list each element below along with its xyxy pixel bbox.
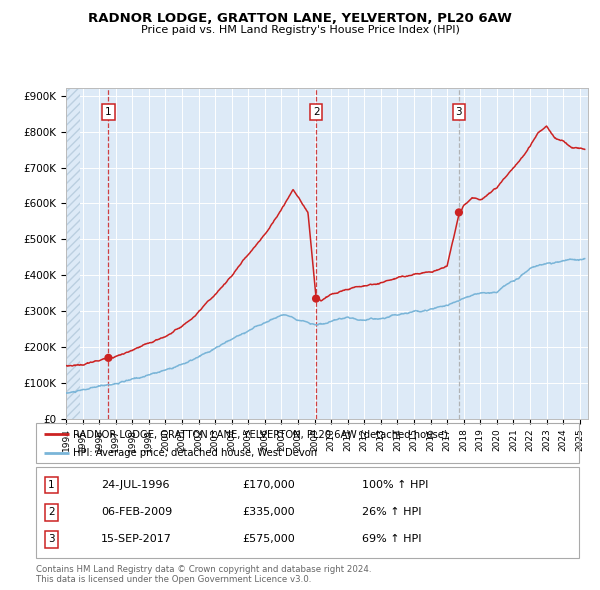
Text: 24-JUL-1996: 24-JUL-1996 <box>101 480 170 490</box>
Text: Price paid vs. HM Land Registry's House Price Index (HPI): Price paid vs. HM Land Registry's House … <box>140 25 460 35</box>
Text: RADNOR LODGE, GRATTON LANE, YELVERTON, PL20 6AW: RADNOR LODGE, GRATTON LANE, YELVERTON, P… <box>88 12 512 25</box>
Text: 2: 2 <box>48 507 55 517</box>
Text: RADNOR LODGE, GRATTON LANE, YELVERTON, PL20 6AW (detached house): RADNOR LODGE, GRATTON LANE, YELVERTON, P… <box>73 430 448 440</box>
Text: 69% ↑ HPI: 69% ↑ HPI <box>362 535 421 545</box>
Text: 1: 1 <box>105 107 112 117</box>
Text: 100% ↑ HPI: 100% ↑ HPI <box>362 480 428 490</box>
Text: 06-FEB-2009: 06-FEB-2009 <box>101 507 172 517</box>
Bar <box>66 88 80 419</box>
Text: 15-SEP-2017: 15-SEP-2017 <box>101 535 172 545</box>
Text: 2: 2 <box>313 107 319 117</box>
Text: 3: 3 <box>48 535 55 545</box>
Text: This data is licensed under the Open Government Licence v3.0.: This data is licensed under the Open Gov… <box>36 575 311 584</box>
Text: £575,000: £575,000 <box>242 535 295 545</box>
Point <box>311 294 321 303</box>
Text: HPI: Average price, detached house, West Devon: HPI: Average price, detached house, West… <box>73 448 317 458</box>
Text: 1: 1 <box>48 480 55 490</box>
Text: £335,000: £335,000 <box>242 507 295 517</box>
Text: 26% ↑ HPI: 26% ↑ HPI <box>362 507 421 517</box>
Text: 3: 3 <box>455 107 462 117</box>
Point <box>454 208 464 217</box>
Text: £170,000: £170,000 <box>242 480 295 490</box>
Text: Contains HM Land Registry data © Crown copyright and database right 2024.: Contains HM Land Registry data © Crown c… <box>36 565 371 574</box>
Point <box>104 353 113 363</box>
